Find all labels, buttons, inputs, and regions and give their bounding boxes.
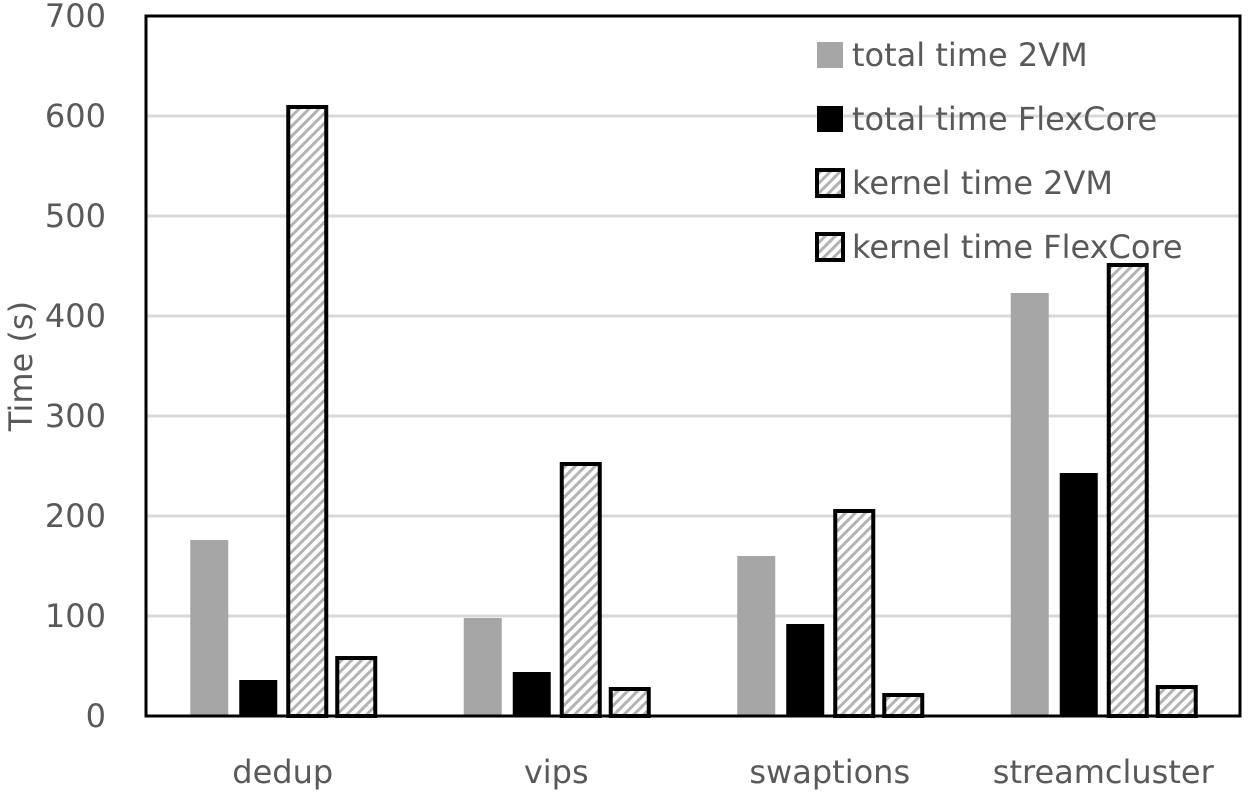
legend-swatch <box>815 168 845 198</box>
x-tick-label: swaptions <box>749 753 910 791</box>
x-tick-labels: dedup vips swaptions streamcluster <box>232 753 1214 791</box>
y-axis-label: Time (s) <box>2 301 40 432</box>
bar-total-time-2vm-swaptions <box>737 556 776 716</box>
y-tick-label: 500 <box>45 197 106 235</box>
x-tick-label: dedup <box>232 753 333 791</box>
bars <box>190 105 1198 718</box>
legend-label: total time 2VM <box>852 36 1088 74</box>
legend-label: total time FlexCore <box>852 100 1157 138</box>
y-tick-label: 700 <box>45 0 106 35</box>
legend-swatch <box>815 232 845 262</box>
bar-kernel-time-flexcore-swaptions <box>882 693 925 718</box>
bar-total-time-flexcore-vips <box>512 672 551 716</box>
bar-kernel-time-2vm-vips <box>559 462 602 718</box>
legend-label: kernel time 2VM <box>852 164 1113 202</box>
bar-total-time-2vm-streamcluster <box>1010 293 1049 716</box>
y-tick-label: 200 <box>45 497 106 535</box>
bar-kernel-time-flexcore-vips <box>608 687 651 718</box>
y-tick-label: 0 <box>86 697 106 735</box>
y-tick-label: 100 <box>45 597 106 635</box>
y-tick-labels: 0 100 200 300 400 500 600 700 <box>45 0 106 735</box>
bar-kernel-time-2vm-swaptions <box>833 509 876 718</box>
bar-kernel-time-2vm-dedup <box>286 105 329 718</box>
x-tick-label: vips <box>524 753 589 791</box>
bar-total-time-flexcore-dedup <box>239 680 278 716</box>
bar-total-time-2vm-vips <box>463 618 502 716</box>
legend-swatch <box>817 106 843 132</box>
y-tick-label: 600 <box>45 97 106 135</box>
plot-frame <box>144 14 1242 718</box>
bar-total-time-flexcore-streamcluster <box>1059 473 1098 716</box>
gridlines <box>146 114 1240 618</box>
bar-kernel-time-flexcore-dedup <box>335 656 378 718</box>
legend-label: kernel time FlexCore <box>852 228 1183 266</box>
bar-kernel-time-2vm-streamcluster <box>1106 263 1149 718</box>
legend-swatch <box>817 42 843 68</box>
y-tick-label: 300 <box>45 397 106 435</box>
bar-total-time-flexcore-swaptions <box>786 624 825 716</box>
x-tick-label: streamcluster <box>993 753 1215 791</box>
y-tick-label: 400 <box>45 297 106 335</box>
legend: total time 2VM total time FlexCore kernel … <box>815 36 1183 266</box>
bar-total-time-2vm-dedup <box>190 540 229 716</box>
bar-kernel-time-flexcore-streamcluster <box>1155 685 1198 718</box>
